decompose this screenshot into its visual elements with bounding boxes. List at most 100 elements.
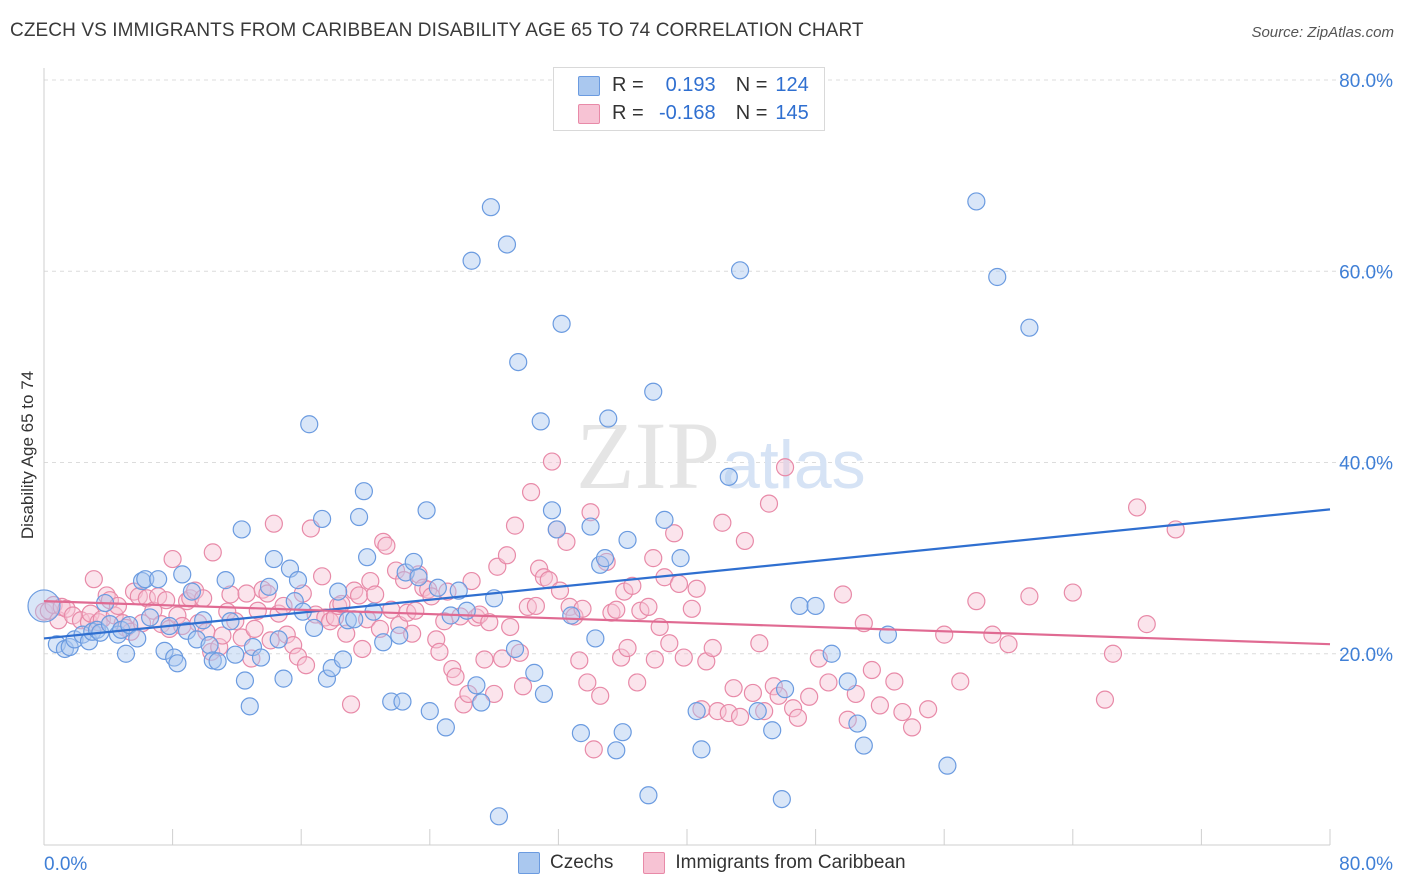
legend-n-value: 145: [775, 102, 809, 124]
czech-point: [149, 570, 168, 589]
czech-point: [822, 644, 841, 663]
czech-point: [449, 581, 468, 600]
czech-point: [607, 741, 626, 760]
caribbean-point: [618, 638, 637, 658]
czech-point: [772, 789, 791, 809]
caribbean-point: [1103, 644, 1123, 663]
czech-point: [838, 672, 857, 691]
czech-point: [571, 724, 591, 743]
caribbean-point: [644, 549, 663, 568]
caribbean-point: [581, 503, 600, 522]
czech-point: [269, 630, 288, 649]
legend-swatch-blue: [578, 75, 600, 96]
caribbean-point: [493, 649, 512, 668]
czech-point: [581, 517, 600, 536]
caribbean-point: [713, 513, 732, 532]
series-legend: Czechs Immigrants from Caribbean: [518, 852, 936, 874]
czech-point: [333, 650, 353, 669]
czech-trendline: [43, 508, 1331, 640]
caribbean-point: [221, 585, 240, 604]
czech-point: [358, 548, 377, 567]
czech-point: [354, 482, 373, 501]
czech-point: [428, 578, 447, 597]
czech-point: [140, 608, 160, 627]
caribbean-point: [800, 687, 819, 706]
series-legend-czechs[interactable]: Czechs: [518, 852, 613, 874]
series-legend-caribbean[interactable]: Immigrants from Caribbean: [643, 852, 906, 874]
czech-point: [182, 582, 201, 601]
caribbean-point: [406, 601, 425, 620]
czech-point: [730, 261, 750, 280]
czech-point: [226, 645, 245, 664]
czech-point: [790, 596, 809, 616]
czech-point: [775, 680, 795, 699]
caribbean-point: [703, 638, 722, 658]
caribbean-point: [370, 619, 390, 638]
correlation-legend: R = 0.193 N = 124 R = -0.168 N = 145: [553, 67, 825, 131]
caribbean-point: [578, 673, 597, 692]
czech-point: [618, 530, 637, 550]
czech-point: [165, 648, 184, 667]
czech-point: [542, 501, 562, 520]
caribbean-point: [84, 570, 103, 589]
czech-point: [481, 198, 500, 217]
czech-point: [349, 507, 369, 527]
caribbean-point: [366, 585, 385, 604]
caribbean-point: [353, 639, 372, 659]
caribbean-point: [1127, 498, 1147, 517]
caribbean-point: [312, 567, 332, 586]
tick-labels: 20.0% 40.0% 60.0% 80.0% 0.0% 80.0%: [44, 71, 1393, 875]
caribbean-point: [163, 549, 182, 569]
caribbean-point: [542, 452, 562, 471]
source-note: Source: ZipAtlas.com: [1251, 24, 1394, 41]
caribbean-point: [245, 619, 264, 638]
czech-point: [848, 714, 867, 733]
caribbean-point: [480, 613, 499, 632]
czech-point: [509, 352, 528, 372]
caribbean-point: [708, 702, 727, 721]
caribbean-point: [870, 696, 890, 715]
czech-point: [300, 415, 319, 434]
czech-point: [235, 671, 255, 690]
czech-point: [719, 467, 738, 486]
chart-title: CZECH VS IMMIGRANTS FROM CARIBBEAN DISAB…: [10, 20, 864, 41]
czech-point: [136, 570, 155, 589]
watermark-zip: ZIP: [576, 402, 720, 509]
caribbean-point: [682, 599, 701, 618]
caribbean-point: [750, 634, 769, 653]
czech-point: [599, 409, 618, 428]
caribbean-point: [237, 584, 256, 603]
czech-point: [613, 723, 632, 742]
caribbean-point: [983, 625, 1002, 644]
caribbean-point: [337, 624, 356, 643]
series-swatch-pink: [643, 852, 666, 874]
series-swatch-blue: [518, 852, 540, 874]
legend-row-czechs: R = 0.193 N = 124: [578, 74, 809, 97]
caribbean-point: [526, 596, 545, 616]
caribbean-point: [57, 599, 76, 618]
caribbean-point: [788, 708, 808, 727]
caribbean-point: [687, 579, 706, 598]
caribbean-point: [226, 612, 245, 631]
caribbean-point: [505, 516, 525, 535]
czech-point: [988, 267, 1007, 287]
caribbean-point: [584, 740, 603, 759]
czech-point: [462, 251, 481, 270]
caribbean-point: [730, 707, 750, 726]
caribbean-point: [775, 458, 795, 477]
caribbean-point: [755, 702, 774, 721]
caribbean-point: [724, 679, 743, 698]
y-tick-label: 80.0%: [1339, 71, 1393, 92]
caribbean-point: [377, 536, 396, 555]
caribbean-point: [521, 483, 541, 502]
czech-point: [547, 520, 566, 539]
czech-point: [274, 669, 293, 688]
gridlines: [44, 79, 1392, 655]
czech-point: [264, 549, 283, 569]
caribbean-point: [902, 718, 922, 737]
caribbean-point: [501, 617, 520, 637]
czech-point: [525, 663, 544, 682]
czech-point: [251, 648, 271, 667]
caribbean-point: [999, 635, 1018, 654]
czech-point: [232, 520, 251, 539]
